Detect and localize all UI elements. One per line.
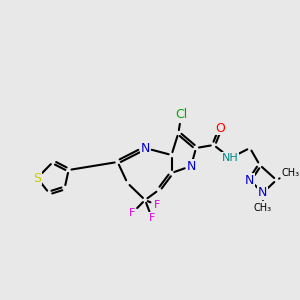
Text: CH₃: CH₃ <box>281 168 299 178</box>
Text: F: F <box>154 200 160 210</box>
Text: N: N <box>258 187 267 200</box>
Text: O: O <box>216 122 226 134</box>
Text: N: N <box>245 173 255 187</box>
Text: N: N <box>186 160 196 172</box>
Text: F: F <box>129 208 136 218</box>
Text: S: S <box>33 172 41 184</box>
Text: N: N <box>140 142 150 154</box>
Text: F: F <box>149 213 155 223</box>
Text: NH: NH <box>222 153 239 163</box>
Text: Cl: Cl <box>175 109 188 122</box>
Text: CH₃: CH₃ <box>254 203 272 213</box>
